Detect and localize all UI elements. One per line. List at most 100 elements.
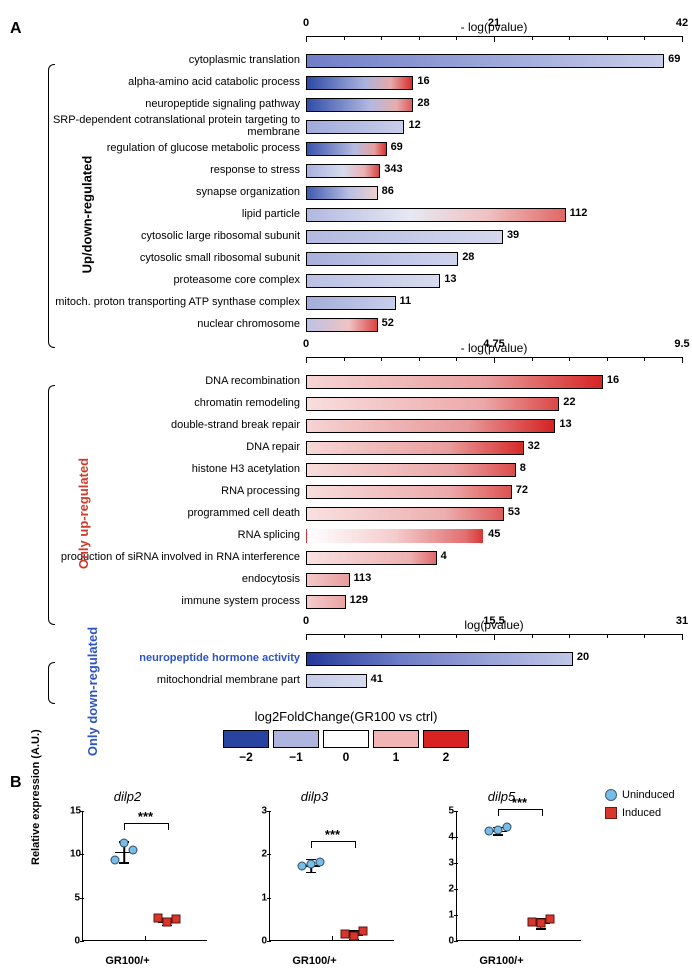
bar-label: regulation of glucose metabolic process bbox=[50, 143, 306, 155]
y-tick-label: 0 bbox=[257, 936, 267, 947]
legend-label: Uninduced bbox=[622, 789, 675, 801]
bar-count: 32 bbox=[528, 440, 540, 452]
x-axis-label: GR100/+ bbox=[479, 955, 523, 967]
y-tick-label: 2 bbox=[257, 849, 267, 860]
panel-b: dilp2Relative expression (A.U.)051015***… bbox=[40, 789, 682, 969]
bar-group: - log(pvalue)02142cytoplasmic translatio… bbox=[50, 20, 682, 335]
group-side-label: Only down-regulated bbox=[85, 627, 100, 756]
bar bbox=[306, 230, 503, 244]
bar-row: synapse organization86 bbox=[50, 183, 682, 203]
bar-count: 22 bbox=[563, 396, 575, 408]
x-tick-label: 4.75 bbox=[483, 338, 504, 350]
data-point bbox=[485, 826, 494, 835]
significance-stars: *** bbox=[325, 827, 340, 842]
bar-count: 72 bbox=[516, 484, 528, 496]
data-point bbox=[527, 917, 536, 926]
bar-count: 4 bbox=[441, 550, 447, 562]
bar-count: 53 bbox=[508, 506, 520, 518]
bar-count: 20 bbox=[577, 651, 589, 663]
bar-group: log(pvalue)015.531neuropeptide hormone a… bbox=[50, 618, 682, 691]
group-side-label: Up/down-regulated bbox=[79, 156, 94, 274]
x-tick-label: 15.5 bbox=[483, 615, 504, 627]
bar-row: RNA processing72 bbox=[50, 482, 682, 502]
panel-b-label: B bbox=[10, 774, 22, 792]
bar-count: 11 bbox=[400, 295, 412, 307]
bar-row: production of siRNA involved in RNA inte… bbox=[50, 548, 682, 568]
bar-group: - log(pvalue)04.759.5DNA recombination16… bbox=[50, 341, 682, 612]
bar bbox=[306, 463, 516, 477]
data-point bbox=[494, 825, 503, 834]
bar bbox=[306, 186, 378, 200]
fc-swatch-label: 0 bbox=[343, 750, 350, 764]
bar-count: 28 bbox=[462, 251, 474, 263]
bar bbox=[306, 397, 559, 411]
bar-row: mitochondrial membrane part41 bbox=[50, 671, 682, 691]
fc-swatch-label: −2 bbox=[239, 750, 253, 764]
bar-label: alpha-amino acid catabolic process bbox=[50, 77, 306, 89]
y-tick-label: 2 bbox=[444, 884, 454, 895]
data-point bbox=[349, 931, 358, 940]
bar bbox=[306, 120, 404, 134]
bar bbox=[306, 573, 350, 587]
data-point bbox=[358, 927, 367, 936]
bar-label: DNA recombination bbox=[50, 376, 306, 388]
bar-count: 113 bbox=[354, 572, 372, 584]
bar-count: 12 bbox=[408, 119, 420, 131]
bar bbox=[306, 551, 437, 565]
bar-count: 86 bbox=[382, 185, 394, 197]
data-point bbox=[129, 845, 138, 854]
bar-count: 16 bbox=[607, 374, 619, 386]
y-tick-label: 1 bbox=[257, 892, 267, 903]
bar-row: cytoplasmic translation69 bbox=[50, 51, 682, 71]
bar-count: 69 bbox=[391, 141, 403, 153]
bar-count: 129 bbox=[350, 594, 368, 606]
y-tick-label: 5 bbox=[70, 892, 80, 903]
x-axis: 02142 bbox=[306, 36, 682, 45]
data-point bbox=[307, 860, 316, 869]
bar-row: endocytosis113 bbox=[50, 570, 682, 590]
x-tick-label: 42 bbox=[676, 17, 688, 29]
x-tick-label: 0 bbox=[303, 615, 309, 627]
bar-row: nuclear chromosome52 bbox=[50, 315, 682, 335]
bar bbox=[306, 485, 512, 499]
bar bbox=[306, 208, 566, 222]
bar-row: response to stress343 bbox=[50, 161, 682, 181]
figure: A - log(pvalue)02142cytoplasmic translat… bbox=[10, 20, 682, 969]
bar-row: regulation of glucose metabolic process 6… bbox=[50, 139, 682, 159]
bar bbox=[306, 142, 387, 156]
bar bbox=[306, 54, 664, 68]
data-point bbox=[171, 915, 180, 924]
bar-count: 112 bbox=[570, 207, 588, 219]
scatter-plot: dilp5012345***GR100/+ bbox=[414, 789, 589, 969]
x-tick-label: 0 bbox=[303, 338, 309, 350]
data-point bbox=[503, 822, 512, 831]
scatter-plot: dilp30123***GR100/+ bbox=[227, 789, 402, 969]
fc-swatch bbox=[423, 730, 469, 748]
bar-count: 8 bbox=[520, 462, 526, 474]
bar-row: double-strand break repair13 bbox=[50, 416, 682, 436]
x-tick-label: 21 bbox=[488, 17, 500, 29]
x-axis-label: GR100/+ bbox=[292, 955, 336, 967]
bar-count: 41 bbox=[371, 673, 383, 685]
bar-row: DNA repair32 bbox=[50, 438, 682, 458]
fc-swatch-label: 1 bbox=[393, 750, 400, 764]
x-tick-label: 0 bbox=[303, 17, 309, 29]
bar-count: 28 bbox=[417, 97, 429, 109]
y-axis-label: Relative expression (A.U.) bbox=[30, 729, 42, 865]
bar bbox=[306, 164, 380, 178]
x-tick-label: 9.5 bbox=[674, 338, 689, 350]
significance-stars: *** bbox=[512, 795, 527, 810]
data-point bbox=[162, 917, 171, 926]
bar-row: histone H3 acetylation8 bbox=[50, 460, 682, 480]
bar bbox=[306, 98, 413, 112]
bar-row: immune system process129 bbox=[50, 592, 682, 612]
data-point bbox=[153, 914, 162, 923]
bar-row: cytosolic small ribosomal subunit28 bbox=[50, 249, 682, 269]
bar-row: mitoch. proton transporting ATP synthase… bbox=[50, 293, 682, 313]
data-point bbox=[111, 856, 120, 865]
significance-stars: *** bbox=[138, 809, 153, 824]
bar-row: DNA recombination 16 bbox=[50, 372, 682, 392]
bar-count: 16 bbox=[417, 75, 429, 87]
data-point bbox=[536, 919, 545, 928]
bar bbox=[306, 441, 524, 455]
